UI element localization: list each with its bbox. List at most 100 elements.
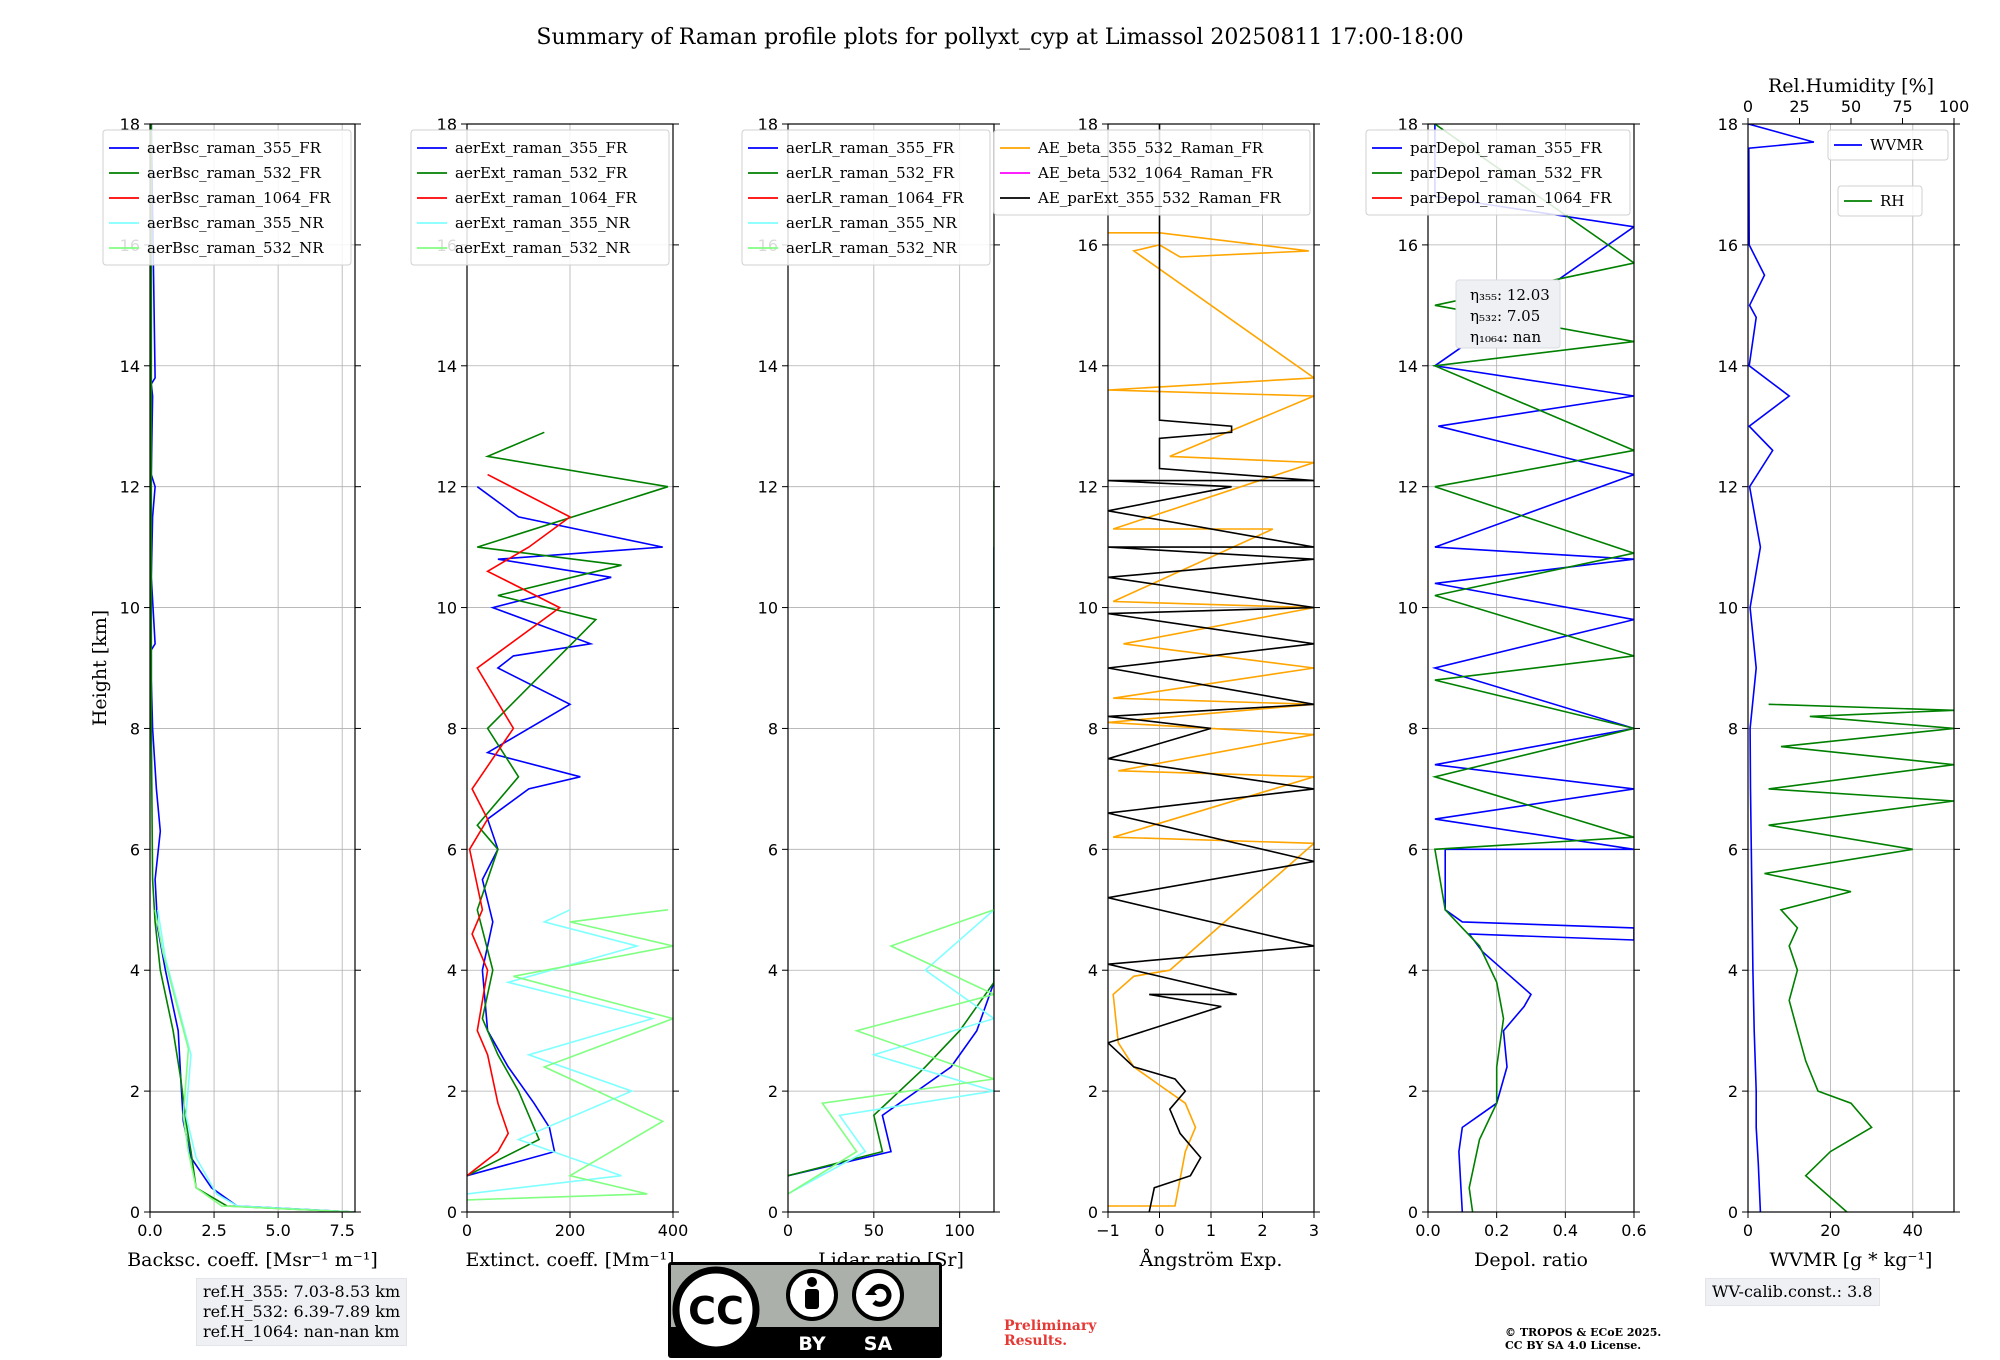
ytick-label-lr-5: 10 bbox=[758, 599, 778, 618]
legend-label-depol-1: parDepol_raman_532_FR bbox=[1410, 164, 1603, 182]
ytick-label-ext-7: 14 bbox=[437, 357, 457, 376]
legend-label-ext-3: aerExt_raman_355_NR bbox=[455, 214, 631, 232]
ytick-label-ae-7: 14 bbox=[1078, 357, 1098, 376]
cc-logo-icon bbox=[672, 1266, 760, 1354]
xlabel-ext: Extinct. coeff. [Mm⁻¹] bbox=[465, 1249, 674, 1271]
legend-box-depol bbox=[1365, 129, 1631, 216]
ytick-label-lr-0: 0 bbox=[768, 1203, 778, 1222]
panel-depol: 0.0 0.2 0.4 0.6 0 2 4 6 8 10 12 14 16 18 Depol. ratio p… bbox=[1365, 115, 1647, 1271]
ytick-label-depol-2: 4 bbox=[1408, 961, 1418, 980]
top-xtick-label-wv-0: 0 bbox=[1743, 97, 1753, 116]
preliminary-line-2: Results. bbox=[1004, 1333, 1068, 1349]
legend-label-ext-0: aerExt_raman_355_FR bbox=[455, 139, 628, 157]
top-xtick-label-wv-2: 50 bbox=[1841, 97, 1861, 116]
preliminary-line-1: Preliminary bbox=[1004, 1318, 1097, 1334]
xtick-label-depol-1: 0.2 bbox=[1484, 1221, 1509, 1240]
xtick-label-bsc-3: 7.5 bbox=[329, 1221, 354, 1240]
ytick-label-depol-7: 14 bbox=[1398, 357, 1418, 376]
ytick-label-bsc-3: 6 bbox=[130, 840, 140, 859]
series-line-ext-2 bbox=[467, 473, 572, 1177]
ref-height-1064: ref.H_1064: nan-nan km bbox=[203, 1322, 400, 1341]
series-line-ae-2 bbox=[1108, 124, 1314, 1212]
legend-label-bsc-2: aerBsc_raman_1064_FR bbox=[147, 189, 331, 207]
xtick-label-lr-0: 0 bbox=[783, 1221, 793, 1240]
xtick-label-ext-0: 0 bbox=[462, 1221, 472, 1240]
ytick-label-ext-5: 10 bbox=[437, 599, 457, 618]
xtick-label-wv-0: 0 bbox=[1743, 1221, 1753, 1240]
series-line-bsc-3 bbox=[156, 909, 355, 1212]
eta-annotation-eta532: η₅₃₂: 7.05 bbox=[1470, 307, 1540, 325]
legend-label-lr-3: aerLR_raman_355_NR bbox=[786, 214, 957, 232]
series-line-bsc-4 bbox=[154, 909, 355, 1212]
ytick-label-bsc-5: 10 bbox=[120, 599, 140, 618]
xtick-label-depol-3: 0.6 bbox=[1621, 1221, 1646, 1240]
ytick-label-wv-8: 16 bbox=[1718, 236, 1738, 255]
xtick-label-ae-4: 3 bbox=[1309, 1221, 1319, 1240]
cc-by-sa-badge[interactable]: CC BY SA bbox=[668, 1262, 942, 1358]
ytick-label-lr-4: 8 bbox=[768, 719, 778, 738]
ytick-label-depol-4: 8 bbox=[1408, 719, 1418, 738]
ytick-label-wv-7: 14 bbox=[1718, 357, 1738, 376]
legend-label-bsc-4: aerBsc_raman_532_NR bbox=[147, 239, 324, 257]
reference-height-box: ref.H_355: 7.03-8.53 km ref.H_532: 6.39-… bbox=[196, 1278, 408, 1346]
xtick-label-ae-2: 1 bbox=[1206, 1221, 1216, 1240]
ref-height-355: ref.H_355: 7.03-8.53 km bbox=[203, 1282, 401, 1301]
xlabel-bsc: Backsc. coeff. [Msr⁻¹ m⁻¹] bbox=[127, 1249, 378, 1271]
panel-lr: 050100024681012141618Lidar ratio [Sr]aer… bbox=[741, 115, 1000, 1271]
ytick-label-wv-4: 8 bbox=[1728, 719, 1738, 738]
ytick-label-lr-9: 18 bbox=[758, 115, 778, 134]
ytick-label-bsc-0: 0 bbox=[130, 1203, 140, 1222]
legend-label-lr-0: aerLR_raman_355_FR bbox=[786, 139, 955, 157]
ytick-label-wv-6: 12 bbox=[1718, 478, 1738, 497]
xtick-label-ext-2: 400 bbox=[658, 1221, 689, 1240]
legend-box-ext bbox=[410, 129, 670, 266]
ytick-label-ext-0: 0 bbox=[447, 1203, 457, 1222]
legend-box-wv-0 bbox=[1827, 129, 1949, 161]
legend-box-ae bbox=[993, 129, 1311, 216]
series-line-ext-4 bbox=[467, 909, 673, 1201]
series-line-lr-3 bbox=[788, 909, 994, 1195]
xtick-label-bsc-1: 2.5 bbox=[201, 1221, 226, 1240]
ytick-label-ae-2: 4 bbox=[1088, 961, 1098, 980]
ytick-label-lr-3: 6 bbox=[768, 840, 778, 859]
legend-label-ext-2: aerExt_raman_1064_FR bbox=[455, 189, 637, 207]
series-line-lr-1 bbox=[788, 480, 994, 1177]
ytick-label-lr-2: 4 bbox=[768, 961, 778, 980]
ytick-label-bsc-9: 18 bbox=[120, 115, 140, 134]
series-line-depol-1 bbox=[1431, 124, 1634, 1212]
ytick-label-ae-9: 18 bbox=[1078, 115, 1098, 134]
figure-title: Summary of Raman profile plots for polly… bbox=[536, 25, 1463, 50]
top-xlabel-wv: Rel.Humidity [%] bbox=[1768, 75, 1934, 97]
series-line-depol-0 bbox=[1431, 124, 1634, 1212]
copyright-line-2: CC BY SA 4.0 License. bbox=[1505, 1339, 1642, 1352]
xlabel-ae: Ångström Exp. bbox=[1139, 1249, 1283, 1271]
eta-annotation-eta1064: η₁₀₆₄: nan bbox=[1470, 328, 1541, 346]
ytick-label-depol-3: 6 bbox=[1408, 840, 1418, 859]
series-line-wv-1 bbox=[1764, 703, 1954, 1212]
legend-label-lr-1: aerLR_raman_532_FR bbox=[786, 164, 955, 182]
xtick-label-lr-2: 100 bbox=[944, 1221, 975, 1240]
xtick-label-ae-0: −1 bbox=[1096, 1221, 1120, 1240]
ytick-label-depol-1: 2 bbox=[1408, 1082, 1418, 1101]
series-line-ae-0 bbox=[1108, 232, 1314, 1207]
ytick-label-wv-2: 4 bbox=[1728, 961, 1738, 980]
copyright-line-1: © TROPOS & ECoE 2025. bbox=[1505, 1326, 1662, 1339]
eta-annotation-box bbox=[1455, 279, 1561, 349]
legend-label-lr-2: aerLR_raman_1064_FR bbox=[786, 189, 964, 207]
top-xtick-label-wv-3: 75 bbox=[1892, 97, 1912, 116]
plot-frame-wv bbox=[1747, 123, 1955, 1213]
series-line-wv-0 bbox=[1748, 124, 1815, 1212]
ytick-label-ext-3: 6 bbox=[447, 840, 457, 859]
ytick-label-wv-3: 6 bbox=[1728, 840, 1738, 859]
legend-label-ae-2: AE_parExt_355_532_Raman_FR bbox=[1037, 189, 1282, 207]
legend-box-wv-1 bbox=[1837, 185, 1923, 217]
top-xtick-label-wv-1: 25 bbox=[1789, 97, 1809, 116]
wv-calibration-box: WV-calib.const.: 3.8 bbox=[1705, 1278, 1880, 1306]
legend-label-bsc-3: aerBsc_raman_355_NR bbox=[147, 214, 324, 232]
xtick-label-ext-1: 200 bbox=[555, 1221, 586, 1240]
legend-label-ae-0: AE_beta_355_532_Raman_FR bbox=[1037, 139, 1264, 157]
ytick-label-ae-4: 8 bbox=[1088, 719, 1098, 738]
ytick-label-lr-1: 2 bbox=[768, 1082, 778, 1101]
